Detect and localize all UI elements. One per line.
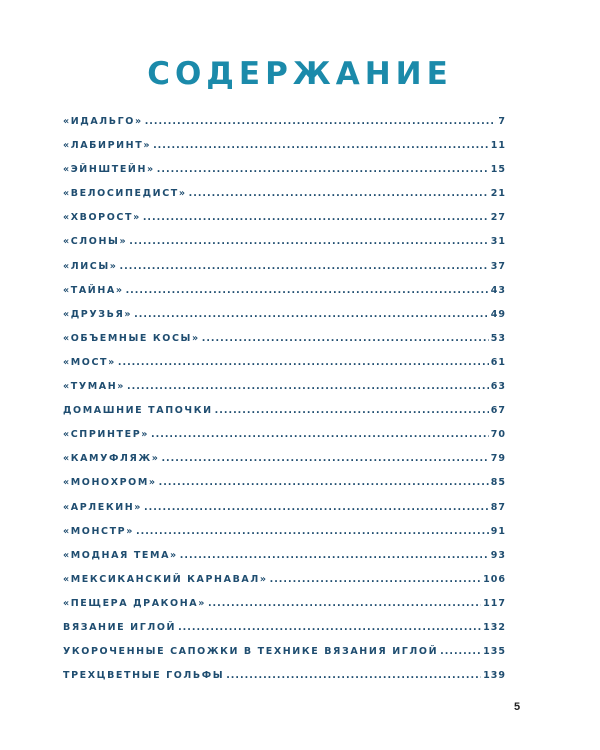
toc-entry[interactable]: «ВЕЛОСИПЕДИСТ» 21 [63, 188, 506, 212]
dot-leader [153, 140, 489, 151]
toc-entry-page: 37 [490, 260, 506, 272]
toc-entry[interactable]: «СПРИНТЕР» 70 [63, 429, 506, 453]
toc-entry-page: 15 [490, 164, 506, 176]
toc-entry-page: 93 [490, 549, 506, 561]
toc-entry-page: 139 [483, 670, 506, 682]
toc-entry[interactable]: «ЭЙНШТЕЙН» 15 [63, 164, 506, 188]
toc-entry-title: «ТУМАН» [63, 381, 126, 393]
toc-entry-page: 135 [483, 646, 506, 658]
dot-leader [143, 212, 489, 223]
toc-entry-title: «МОНОХРОМ» [63, 477, 157, 489]
toc-entry[interactable]: «АРЛЕКИН» 87 [63, 502, 506, 526]
toc-entry-page: 61 [490, 356, 506, 368]
dot-leader [134, 309, 489, 320]
toc-entry-title: «МОСТ» [63, 356, 116, 368]
dot-leader [120, 261, 489, 272]
toc-entry-title: «ПЕЩЕРА ДРАКОНА» [63, 597, 206, 609]
toc-entry-page: 70 [490, 429, 506, 441]
toc-entry[interactable]: УКОРОЧЕННЫЕ САПОЖКИ В ТЕХНИКЕ ВЯЗАНИЯ ИГ… [63, 646, 506, 670]
toc-entry-page: 67 [490, 405, 506, 417]
toc-entry-title: «ЛАБИРИНТ» [63, 140, 152, 152]
toc-entry-page: 91 [490, 525, 506, 537]
page-number: 5 [514, 701, 521, 713]
dot-leader [129, 236, 489, 247]
toc-entry[interactable]: «МОНОХРОМ» 85 [63, 477, 506, 501]
toc-entry-page: 43 [490, 284, 506, 296]
dot-leader [157, 164, 489, 175]
dot-leader [144, 502, 489, 513]
toc-entry-title: «МОДНАЯ ТЕМА» [63, 549, 178, 561]
dot-leader [189, 188, 489, 199]
toc-entry[interactable]: «ИДАЛЬГО» 7 [63, 116, 506, 140]
page-title: СОДЕРЖАНИЕ [147, 56, 453, 92]
toc-entry[interactable]: «ХВОРОСТ» 27 [63, 212, 506, 236]
toc-entry[interactable]: «ЛАБИРИНТ» 11 [63, 140, 506, 164]
toc-entry-page: 106 [483, 573, 506, 585]
dot-leader [178, 622, 481, 633]
toc-entry-title: «ЭЙНШТЕЙН» [63, 164, 155, 176]
toc-entry-page: 27 [490, 212, 506, 224]
toc-entry-page: 63 [490, 381, 506, 393]
toc-entry[interactable]: «ДРУЗЬЯ» 49 [63, 309, 506, 333]
toc-entry-page: 117 [483, 597, 506, 609]
toc-entry-title: «ТАЙНА» [63, 284, 124, 296]
dot-leader [270, 574, 482, 585]
toc-entry-title: «ВЕЛОСИПЕДИСТ» [63, 188, 187, 200]
dot-leader [226, 670, 481, 681]
toc-entry[interactable]: «КАМУФЛЯЖ» 79 [63, 453, 506, 477]
toc-entry[interactable]: «МОНСТР» 91 [63, 526, 506, 550]
toc-entry[interactable]: ТРЕХЦВЕТНЫЕ ГОЛЬФЫ 139 [63, 670, 506, 694]
toc-entry[interactable]: «ОБЪЕМНЫЕ КОСЫ» 53 [63, 333, 506, 357]
toc-entry-title: ДОМАШНИЕ ТАПОЧКИ [63, 405, 213, 417]
dot-leader [215, 405, 489, 416]
dot-leader [145, 116, 497, 127]
toc-entry-title: ТРЕХЦВЕТНЫЕ ГОЛЬФЫ [63, 670, 225, 682]
toc-entry-page: 87 [490, 501, 506, 513]
toc-entry[interactable]: «ТУМАН» 63 [63, 381, 506, 405]
toc-entry[interactable]: «МОДНАЯ ТЕМА» 93 [63, 550, 506, 574]
toc-entry-page: 21 [490, 188, 506, 200]
toc-entry-title: ВЯЗАНИЕ ИГЛОЙ [63, 621, 177, 633]
table-of-contents: «ИДАЛЬГО» 7 «ЛАБИРИНТ» 11 «ЭЙНШТЕЙН» 15 «ВЕЛОС… [63, 116, 506, 694]
toc-entry-title: «ИДАЛЬГО» [63, 116, 143, 127]
toc-entry-title: «ОБЪЕМНЫЕ КОСЫ» [63, 332, 200, 344]
toc-entry-page: 85 [490, 477, 506, 489]
toc-entry[interactable]: ВЯЗАНИЕ ИГЛОЙ 132 [63, 622, 506, 646]
toc-entry-page: 49 [490, 308, 506, 320]
toc-entry-title: «ХВОРОСТ» [63, 212, 141, 224]
toc-entry-title: «МЕКСИКАНСКИЙ КАРНАВАЛ» [63, 573, 268, 585]
toc-entry-page: 31 [490, 236, 506, 248]
toc-entry-page: 132 [483, 621, 506, 633]
dot-leader [440, 646, 481, 657]
dot-leader [136, 526, 489, 537]
dot-leader [127, 381, 489, 392]
toc-entry[interactable]: ДОМАШНИЕ ТАПОЧКИ 67 [63, 405, 506, 429]
toc-entry-page: 11 [490, 140, 506, 152]
toc-entry-title: «ДРУЗЬЯ» [63, 308, 133, 320]
toc-entry-title: «МОНСТР» [63, 525, 134, 537]
dot-leader [180, 550, 489, 561]
toc-entry-page: 79 [490, 453, 506, 465]
toc-entry-title: «ЛИСЫ» [63, 260, 118, 272]
toc-entry-page: 7 [498, 116, 506, 127]
toc-entry-title: «СПРИНТЕР» [63, 429, 149, 441]
toc-entry-title: «КАМУФЛЯЖ» [63, 453, 160, 465]
toc-entry[interactable]: «МОСТ» 61 [63, 357, 506, 381]
toc-entry[interactable]: «ТАЙНА» 43 [63, 285, 506, 309]
toc-entry[interactable]: «ПЕЩЕРА ДРАКОНА» 117 [63, 598, 506, 622]
toc-entry[interactable]: «МЕКСИКАНСКИЙ КАРНАВАЛ» 106 [63, 574, 506, 598]
toc-entry-title: «СЛОНЫ» [63, 236, 128, 248]
toc-entry[interactable]: «СЛОНЫ» 31 [63, 236, 506, 260]
toc-entry[interactable]: «ЛИСЫ» 37 [63, 261, 506, 285]
dot-leader [118, 357, 489, 368]
dot-leader [126, 285, 489, 296]
dot-leader [151, 429, 489, 440]
toc-entry-page: 53 [490, 332, 506, 344]
dot-leader [208, 598, 481, 609]
dot-leader [159, 477, 489, 488]
toc-entry-title: «АРЛЕКИН» [63, 501, 143, 513]
dot-leader [161, 453, 488, 464]
toc-entry-title: УКОРОЧЕННЫЕ САПОЖКИ В ТЕХНИКЕ ВЯЗАНИЯ ИГ… [63, 646, 439, 658]
dot-leader [202, 333, 489, 344]
